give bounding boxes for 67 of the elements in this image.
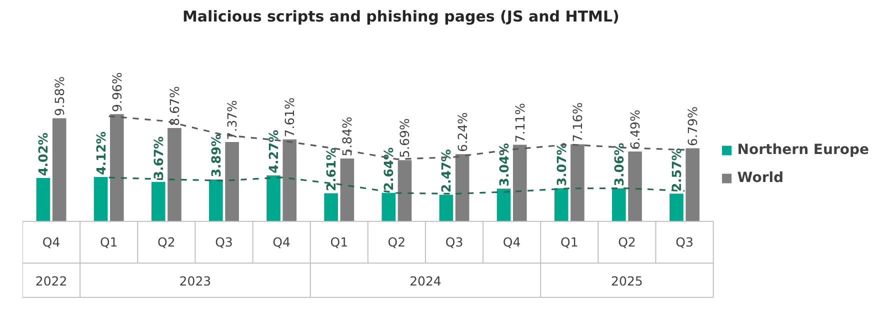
data-label: 6.49% xyxy=(628,109,643,150)
data-label: 9.96% xyxy=(109,72,124,112)
bar xyxy=(209,179,223,222)
data-label: 4.12% xyxy=(93,130,108,175)
bar xyxy=(628,151,642,222)
text: 2025 xyxy=(611,273,643,288)
bar xyxy=(168,128,182,222)
bar xyxy=(612,188,626,222)
data-label: 2.61% xyxy=(324,147,339,192)
bar xyxy=(225,142,239,222)
bar xyxy=(670,194,684,222)
bar xyxy=(455,154,470,222)
legend-label: World xyxy=(737,170,784,186)
text: 2023 xyxy=(179,273,212,288)
data-label: 7.16% xyxy=(570,102,585,142)
data-label: 3.06% xyxy=(611,142,626,186)
data-label: 7.11% xyxy=(512,102,528,143)
chart-title: Malicious scripts and phishing pages (JS and HTML) xyxy=(182,8,620,26)
bar xyxy=(570,144,584,222)
x-tick-label: Q4 xyxy=(42,234,60,250)
bar xyxy=(554,188,568,222)
bar xyxy=(94,176,108,222)
data-label: 4.02% xyxy=(36,132,51,176)
x-tick-label: Q2 xyxy=(158,234,176,250)
bar xyxy=(340,158,354,222)
data-label: 2.57% xyxy=(668,148,684,192)
data-label: 2.64% xyxy=(381,146,396,191)
bar xyxy=(266,175,280,222)
data-label: 3.89% xyxy=(208,133,224,178)
bar xyxy=(110,114,124,222)
data-label: 6.79% xyxy=(685,106,700,146)
x-tick-label: Q1 xyxy=(330,234,348,250)
data-label: 5.84% xyxy=(340,116,355,156)
x-tick-label: Q4 xyxy=(502,234,521,250)
bar xyxy=(52,118,66,222)
data-label: 8.67% xyxy=(166,86,182,126)
data-label: 7.61% xyxy=(282,97,298,138)
data-label: 5.69% xyxy=(397,118,412,158)
x-tick-label: Q1 xyxy=(560,234,578,250)
x-tick-label: Q4 xyxy=(272,234,290,250)
legend-label: Northern Europe xyxy=(737,142,869,158)
x-tick-label: Q2 xyxy=(388,234,406,250)
bar xyxy=(382,192,396,222)
bar xyxy=(398,160,412,222)
data-label: 7.37% xyxy=(224,100,240,140)
bar xyxy=(36,178,50,222)
x-tick-label: Q3 xyxy=(676,234,694,250)
x-tick-label: Q1 xyxy=(100,234,118,250)
bar xyxy=(496,188,511,222)
data-label: 4.27% xyxy=(266,129,281,174)
data-label: 3.07% xyxy=(554,142,569,186)
x-tick-label: Q3 xyxy=(215,234,233,250)
bar xyxy=(439,194,454,222)
bar xyxy=(282,139,297,222)
data-label: 6.24% xyxy=(454,112,470,152)
bar xyxy=(151,182,166,222)
x-tick-label: Q3 xyxy=(445,234,464,250)
x-tick-label: Q2 xyxy=(618,234,636,250)
text: 2022 xyxy=(35,273,68,288)
bar xyxy=(324,193,338,222)
data-label: 9.58% xyxy=(52,76,67,116)
data-label: 3.04% xyxy=(496,142,512,186)
bar xyxy=(686,148,700,222)
data-label: 2.47% xyxy=(438,148,454,193)
text: 2024 xyxy=(410,273,442,288)
data-label: 3.67% xyxy=(150,136,166,180)
bar xyxy=(512,144,527,222)
